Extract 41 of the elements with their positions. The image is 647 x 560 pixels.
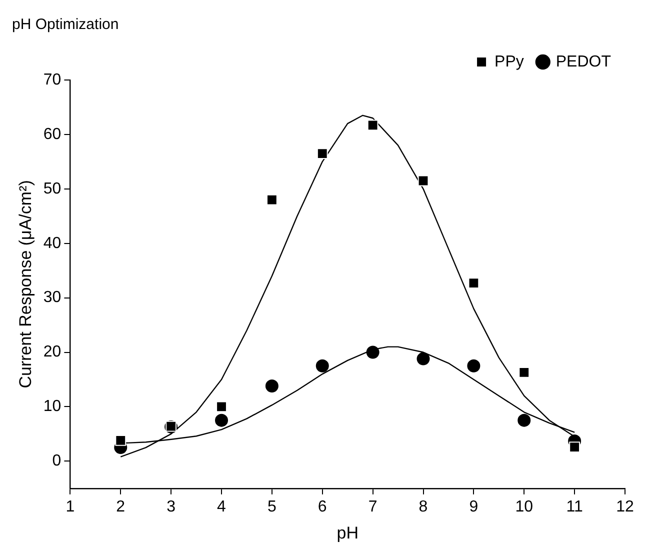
point: [266, 194, 278, 206]
x-tick-label: 6: [318, 498, 327, 516]
point: [366, 346, 380, 359]
point: [265, 380, 278, 393]
y-tick-label: 60: [43, 126, 62, 143]
x-tick-label: 12: [616, 498, 634, 516]
point: [215, 414, 228, 427]
point: [367, 120, 378, 131]
y-tick-label: 40: [43, 234, 62, 252]
y-tick-label: 20: [43, 344, 62, 361]
point: [569, 442, 580, 452]
point: [518, 414, 531, 427]
point: [115, 435, 126, 446]
point: [316, 148, 328, 159]
point: [416, 352, 430, 366]
x-tick-label: 8: [418, 498, 428, 516]
point: [316, 359, 329, 372]
x-tick-label: 2: [116, 498, 126, 516]
x-tick-label: 3: [166, 498, 176, 516]
y-tick-label: 50: [43, 180, 62, 198]
point: [418, 175, 429, 186]
y-tick-label: 0: [52, 452, 62, 470]
legend-label: PPy: [494, 53, 524, 70]
x-tick-label: 9: [469, 498, 478, 516]
y-tick-label: 70: [43, 71, 62, 88]
y-tick-label: 30: [43, 289, 62, 306]
x-axis-title: pH: [336, 523, 358, 542]
chart-title: pH Optimization: [12, 16, 119, 34]
x-tick-label: 11: [566, 498, 583, 516]
x-tick-label: 7: [368, 498, 378, 516]
point: [468, 278, 480, 289]
x-tick-label: 4: [217, 498, 226, 516]
point: [518, 366, 530, 378]
y-tick-label: 10: [43, 398, 62, 416]
point: [216, 401, 227, 412]
x-tick-label: 1: [66, 498, 75, 516]
x-tick-label: 5: [267, 498, 276, 516]
point: [467, 359, 480, 372]
x-tick-label: 10: [515, 498, 534, 516]
legend-label: PEDOT: [556, 53, 612, 70]
y-axis-title: Current Response (μA/cm²): [16, 180, 35, 388]
